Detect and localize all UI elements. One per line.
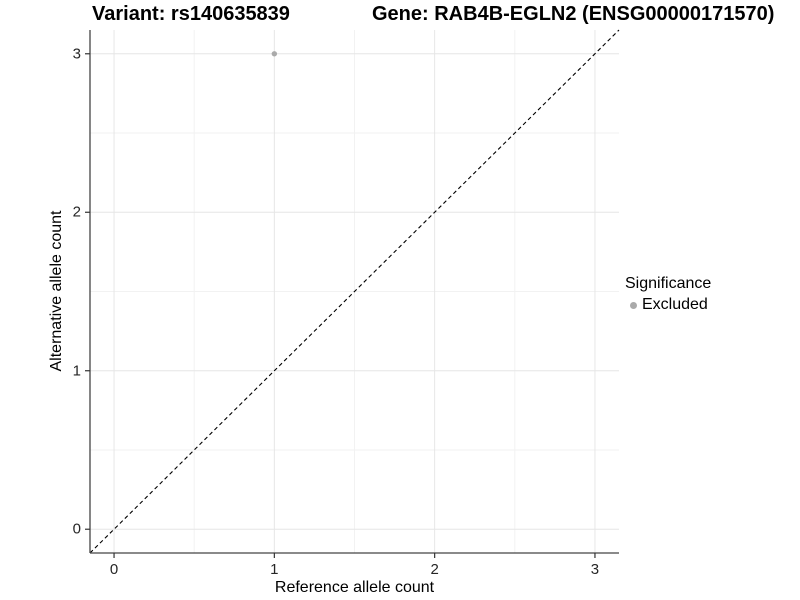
legend: Significance Excluded <box>625 275 711 314</box>
variant-title: Variant: rs140635839 <box>92 3 290 25</box>
y-tick-label: 0 <box>72 520 81 538</box>
identity-dashed-line <box>89 29 620 554</box>
legend-item-excluded: Excluded <box>625 296 711 314</box>
legend-item-label: Excluded <box>642 296 708 313</box>
y-axis-title: Alternative allele count <box>48 210 65 372</box>
data-point-excluded <box>271 51 278 57</box>
x-tick-label: 1 <box>270 561 279 578</box>
x-tick-label: 2 <box>430 561 439 578</box>
excluded-point-icon <box>630 301 637 309</box>
y-tick-label: 3 <box>72 45 81 63</box>
y-tick-label: 1 <box>72 362 81 380</box>
x-tick-label: 0 <box>109 561 119 578</box>
x-tick-label: 3 <box>590 561 600 578</box>
gene-title: Gene: RAB4B-EGLN2 (ENSG00000171570) <box>372 3 775 25</box>
legend-title: Significance <box>625 275 712 292</box>
y-tick-label: 2 <box>72 203 81 221</box>
x-axis-title: Reference allele count <box>274 579 435 596</box>
